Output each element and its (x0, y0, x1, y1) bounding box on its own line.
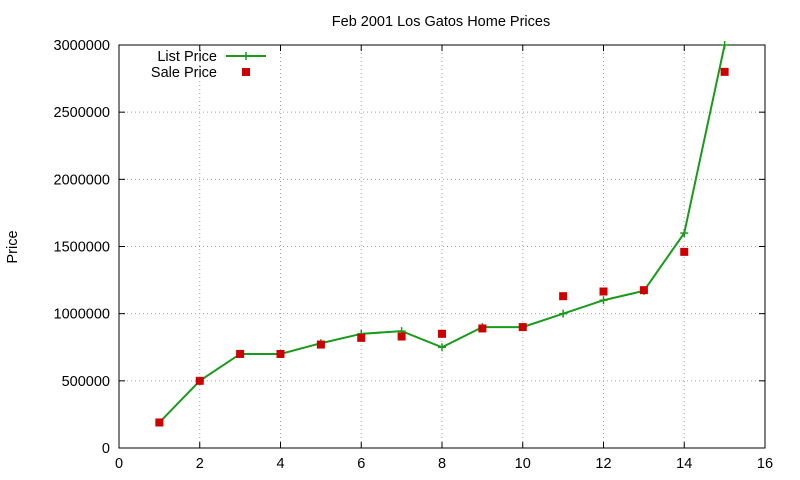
sale-price-point (518, 323, 527, 332)
sale-price-point (357, 333, 366, 342)
x-tick-label: 16 (757, 456, 773, 472)
legend-square-swatch (242, 68, 250, 76)
sale-price-point (236, 349, 245, 358)
grid (119, 45, 765, 448)
sale-price-point (316, 340, 325, 349)
y-tick-label: 2000000 (54, 172, 110, 188)
x-tick-label: 12 (595, 456, 611, 472)
sale-price-point (397, 332, 406, 341)
plus-marker (599, 296, 608, 305)
sale-price-point (720, 67, 729, 76)
sale-price-point (438, 329, 446, 338)
x-tick-label: 4 (276, 456, 284, 472)
plus-marker (559, 309, 568, 318)
chart-title: Feb 2001 Los Gatos Home Prices (332, 14, 550, 30)
y-tick-label: 1000000 (54, 307, 110, 323)
legend-label: Sale Price (151, 65, 217, 81)
sale-price-point (639, 286, 648, 295)
series-layer (155, 41, 729, 427)
sale-price-point (155, 418, 164, 427)
legend-label: List Price (157, 49, 217, 65)
y-tick-label: 2500000 (54, 105, 110, 121)
plus-marker (242, 52, 250, 60)
sale-price-point (478, 324, 487, 333)
sale-price-point (559, 292, 568, 301)
sale-price-point (599, 287, 608, 296)
y-tick-label: 3000000 (54, 38, 110, 54)
sale-price-point (680, 247, 689, 256)
sale-price-point (276, 349, 285, 358)
series-1 (155, 67, 729, 427)
ticks: 0 2 4 6 8 10 12 14 16 0 500000 1000000 1500000 200000… (54, 38, 774, 472)
x-tick-label: 2 (196, 456, 204, 472)
x-tick-label: 8 (438, 456, 446, 472)
x-tick-label: 14 (676, 456, 692, 472)
sale-price-point (195, 376, 204, 385)
x-tick-label: 6 (357, 456, 365, 472)
y-tick-label: 1500000 (54, 240, 110, 256)
x-tick-label: 10 (515, 456, 531, 472)
y-tick-label: 0 (102, 441, 110, 457)
y-axis-label: Price (5, 230, 21, 263)
plus-marker (438, 343, 446, 352)
plus-marker (720, 41, 729, 49)
y-tick-label: 500000 (62, 374, 110, 390)
plus-marker (680, 229, 689, 238)
x-tick-label: 0 (115, 456, 123, 472)
